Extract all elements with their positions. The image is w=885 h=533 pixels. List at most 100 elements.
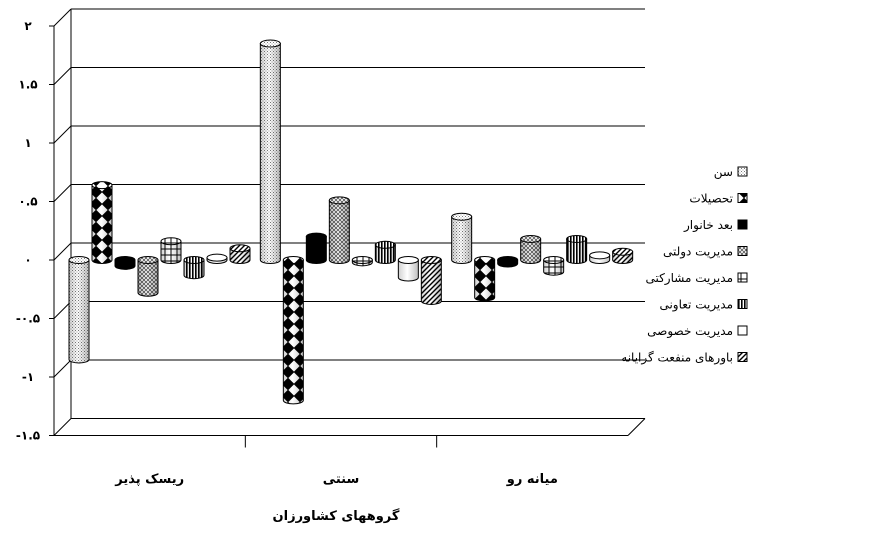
gridline-diagonal bbox=[53, 8, 72, 27]
bar-shading bbox=[306, 236, 327, 264]
gridline-diagonal bbox=[53, 67, 72, 85]
bar bbox=[351, 256, 373, 267]
legend: سن تحصیلات بعد خانوار مدیریت دولتی مدیریت مش… bbox=[621, 165, 748, 366]
legend-label: مدیریت تعاونی bbox=[659, 298, 733, 313]
bar-shading bbox=[421, 260, 442, 305]
bar-cap bbox=[183, 256, 205, 264]
bar-shading bbox=[543, 260, 564, 276]
x-axis-label: گروههای کشاورزان bbox=[273, 508, 400, 524]
y-axis-ticks: -۱.۵ -۱ -۰.۵ ۰ ۰.۵ ۱ ۱.۵ ۲ bbox=[16, 19, 54, 443]
y-tick-label: ۱.۵ bbox=[18, 78, 37, 92]
bar-cap bbox=[229, 244, 251, 253]
bar bbox=[114, 256, 136, 270]
bar-shading bbox=[92, 185, 112, 264]
bar bbox=[206, 253, 228, 264]
bar bbox=[420, 256, 442, 305]
legend-swatch bbox=[737, 352, 748, 362]
bar-cap bbox=[351, 256, 373, 264]
bars bbox=[68, 39, 634, 405]
legend-swatch bbox=[737, 246, 748, 256]
bar-shading bbox=[138, 260, 158, 297]
x-category-label: سنتی bbox=[323, 472, 360, 487]
bar-shading bbox=[161, 241, 181, 264]
legend-label: بعد خانوار bbox=[683, 218, 733, 233]
bar-shading bbox=[184, 260, 204, 279]
bar bbox=[183, 256, 205, 280]
bar-cap bbox=[137, 256, 159, 264]
legend-swatch bbox=[737, 325, 748, 336]
legend-item: مدیریت دولتی bbox=[663, 245, 748, 260]
bar bbox=[91, 181, 113, 264]
bar bbox=[305, 232, 327, 264]
bar bbox=[229, 244, 251, 264]
bar-cap bbox=[397, 256, 419, 264]
bar-cap bbox=[91, 181, 113, 190]
legend-label: سن bbox=[714, 165, 733, 180]
legend-label: تحصیلات bbox=[689, 192, 733, 206]
bar-shading bbox=[230, 248, 250, 264]
bar-cap bbox=[543, 256, 565, 264]
y-tick-label: ۰ bbox=[24, 253, 31, 267]
x-axis-categories: ریسک پذیر سنتی میانه رو bbox=[114, 435, 558, 487]
x-category-label: ریسک پذیر bbox=[114, 472, 184, 487]
bar-cap bbox=[68, 256, 90, 264]
bar-cap bbox=[160, 237, 182, 246]
legend-swatch bbox=[737, 272, 748, 283]
bar bbox=[160, 237, 182, 264]
bar bbox=[328, 196, 350, 264]
bar-cap bbox=[259, 39, 281, 48]
bar-cap bbox=[612, 247, 634, 256]
bar bbox=[137, 256, 159, 297]
bar bbox=[497, 256, 519, 268]
bar-shading bbox=[520, 238, 541, 264]
bar-cap bbox=[305, 232, 327, 241]
bar-shading bbox=[260, 43, 281, 264]
bar-shading bbox=[283, 260, 304, 404]
bar bbox=[397, 256, 419, 282]
bar-shading bbox=[69, 260, 89, 363]
bar-cap bbox=[374, 240, 396, 249]
bar-cap bbox=[451, 212, 473, 221]
bar-cap bbox=[328, 196, 350, 205]
gridline-diagonal bbox=[53, 418, 72, 436]
bar-cap bbox=[520, 234, 542, 243]
legend-swatch bbox=[737, 166, 748, 177]
gridline-diagonal bbox=[53, 184, 72, 202]
bar-shading bbox=[474, 260, 495, 301]
y-tick-label: -۱.۵ bbox=[16, 429, 40, 443]
legend-item: مدیریت تعاونی bbox=[659, 298, 748, 313]
bar bbox=[474, 256, 496, 302]
bar bbox=[259, 39, 281, 264]
x-category-label: میانه رو bbox=[506, 472, 558, 487]
legend-item: بعد خانوار bbox=[683, 218, 748, 233]
y-tick-label: -۰.۵ bbox=[16, 312, 40, 326]
bar-cap bbox=[474, 256, 496, 264]
bar bbox=[543, 256, 565, 276]
legend-label: مدیریت مشارکتی bbox=[645, 271, 733, 286]
bar-shading bbox=[329, 200, 350, 264]
y-tick-label: ۱ bbox=[24, 136, 31, 150]
gridline-diagonal bbox=[53, 301, 72, 319]
bar bbox=[282, 256, 304, 405]
bar-cap bbox=[589, 251, 611, 260]
legend-swatch bbox=[737, 219, 748, 230]
legend-item: مدیریت مشارکتی bbox=[645, 271, 748, 286]
bar bbox=[374, 240, 396, 264]
legend-item: مدیریت خصوصی bbox=[647, 324, 748, 339]
bar-cap bbox=[566, 234, 588, 243]
bar-shading bbox=[398, 260, 419, 282]
bar-cap bbox=[206, 253, 228, 262]
bar bbox=[589, 251, 611, 264]
y-tick-label: ۰.۵ bbox=[18, 195, 37, 209]
bar bbox=[68, 256, 90, 364]
y-tick-label: ۲ bbox=[24, 19, 32, 33]
bar-shading bbox=[566, 238, 587, 264]
x-axis-floor-side bbox=[627, 418, 646, 436]
gridline-diagonal bbox=[53, 125, 72, 144]
gridline-diagonal bbox=[53, 242, 72, 261]
y-tick-label: -۱ bbox=[22, 370, 34, 384]
legend-label: مدیریت خصوصی bbox=[647, 324, 733, 339]
legend-label: مدیریت دولتی bbox=[663, 245, 733, 260]
bar bbox=[612, 247, 634, 264]
